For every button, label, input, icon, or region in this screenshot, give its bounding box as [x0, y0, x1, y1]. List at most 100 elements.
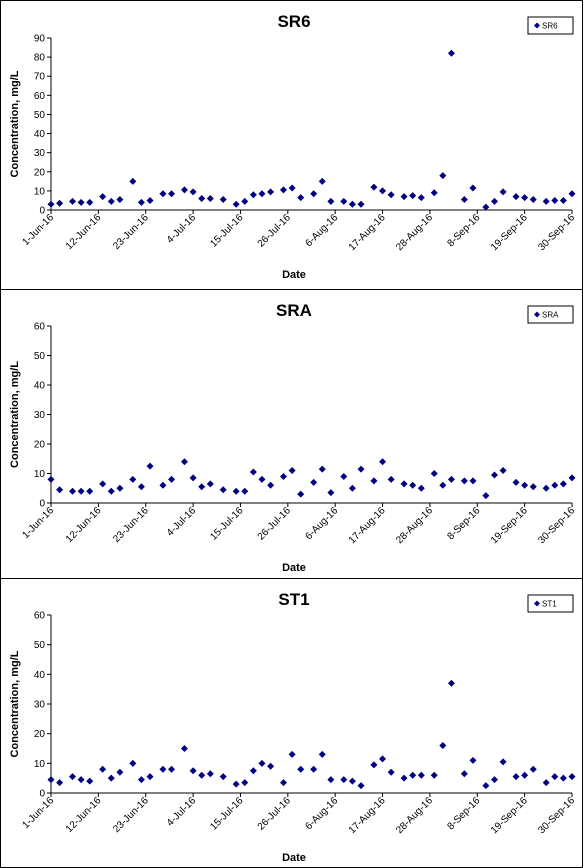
data-point — [409, 192, 417, 200]
data-point — [86, 198, 94, 206]
x-tick-label: 28-Aug-16 — [394, 212, 435, 253]
y-axis-label: Concentration, mg/L — [9, 650, 21, 757]
x-tick-label: 8-Sep-16 — [446, 212, 483, 249]
data-point — [439, 481, 447, 489]
data-point — [47, 776, 55, 784]
data-point — [568, 773, 576, 781]
data-point — [447, 679, 455, 687]
x-tick-label: 8-Sep-16 — [446, 505, 483, 542]
x-tick-label: 17-Aug-16 — [347, 212, 388, 253]
legend-label: ST1 — [542, 600, 557, 609]
data-point — [99, 765, 107, 773]
data-point — [47, 200, 55, 208]
y-tick-label: 60 — [34, 322, 46, 333]
chart-panel-sr6: SR6 0 10 20 30 40 50 60 70 80 90 1-Jun-16 12-Jun-16 2… — [0, 0, 583, 290]
data-point — [559, 480, 567, 488]
data-point — [198, 483, 206, 491]
data-point — [288, 750, 296, 758]
data-point — [499, 758, 507, 766]
x-tick-label: 23-Jun-16 — [111, 505, 151, 545]
data-point — [137, 776, 145, 784]
legend: SR6 — [527, 16, 574, 35]
data-point — [340, 472, 348, 480]
data-point — [77, 198, 85, 206]
x-tick-label: 15-Jul-16 — [208, 212, 246, 250]
data-point — [241, 487, 249, 495]
data-point — [357, 465, 365, 473]
y-tick-label: 40 — [34, 129, 46, 140]
data-point — [107, 487, 115, 495]
data-point — [280, 472, 288, 480]
data-point — [482, 782, 490, 790]
data-point — [482, 492, 490, 500]
data-point — [409, 481, 417, 489]
y-tick-label: 10 — [34, 469, 46, 480]
legend-marker — [534, 311, 540, 318]
y-tick-label: 20 — [34, 440, 46, 451]
chart-sra: SRA 0 10 20 30 40 50 60 1-Jun-16 12-Jun-16 23-Jun-… — [9, 301, 577, 574]
chart-title: ST1 — [278, 590, 309, 609]
data-point — [56, 199, 64, 207]
y-axis-label: Concentration, mg/L — [9, 361, 21, 468]
data-point — [129, 475, 137, 483]
data-point — [512, 478, 520, 486]
y-tick-label: 20 — [34, 729, 46, 740]
data-point — [551, 773, 559, 781]
x-tick-label: 26-Jul-16 — [256, 795, 294, 833]
data-point — [430, 189, 438, 197]
data-point — [447, 49, 455, 57]
chart-title: SR6 — [277, 12, 310, 31]
data-point — [258, 475, 266, 483]
y-tick-label: 60 — [34, 91, 46, 102]
y-tick-label: 0 — [39, 789, 45, 800]
data-point — [206, 480, 214, 488]
x-axis-label: Date — [282, 562, 306, 574]
data-point — [99, 480, 107, 488]
legend-marker — [534, 600, 540, 607]
x-tick-label: 12-Jun-16 — [64, 505, 104, 545]
data-point — [99, 193, 107, 201]
data-point — [69, 197, 77, 205]
data-point — [288, 184, 296, 192]
data-point — [357, 782, 365, 790]
x-tick-label: 1-Jun-16 — [20, 795, 56, 831]
data-point — [512, 773, 520, 781]
y-axis-label: Concentration, mg/L — [9, 70, 21, 177]
data-point — [439, 742, 447, 750]
y-tick-label: 30 — [34, 410, 46, 421]
data-point — [417, 194, 425, 202]
y-tick-label: 50 — [34, 640, 46, 651]
data-point — [521, 194, 529, 202]
data-point — [116, 195, 124, 203]
data-point — [482, 203, 490, 211]
data-point — [198, 195, 206, 203]
data-point — [310, 478, 318, 486]
data-point — [370, 183, 378, 191]
data-point — [198, 771, 206, 779]
data-point — [297, 490, 305, 498]
data-point — [116, 484, 124, 492]
data-point — [379, 755, 387, 763]
data-point — [490, 776, 498, 784]
y-tick-label: 10 — [34, 186, 46, 197]
x-tick-label: 19-Sep-16 — [489, 795, 530, 836]
data-point — [551, 196, 559, 204]
data-point — [460, 477, 468, 485]
data-point — [512, 193, 520, 201]
data-point — [439, 172, 447, 180]
y-tick-label: 70 — [34, 72, 46, 83]
data-point — [159, 765, 167, 773]
data-point — [348, 484, 356, 492]
x-tick-label: 4-Jul-16 — [165, 212, 199, 246]
data-point — [189, 767, 197, 775]
data-point — [146, 462, 154, 470]
data-point — [542, 197, 550, 205]
data-point — [86, 777, 94, 785]
chart-title: SRA — [276, 301, 312, 320]
x-tick-label: 6-Aug-16 — [303, 212, 340, 249]
data-point — [107, 774, 115, 782]
y-tick-label: 30 — [34, 700, 46, 711]
data-point — [542, 484, 550, 492]
data-point — [327, 489, 335, 497]
y-tick-label: 60 — [34, 611, 46, 622]
